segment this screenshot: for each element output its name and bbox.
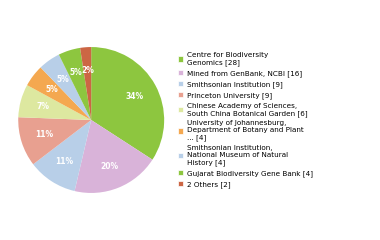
Text: 5%: 5% [70, 68, 82, 77]
Wedge shape [59, 48, 91, 120]
Wedge shape [80, 47, 91, 120]
Wedge shape [91, 47, 164, 160]
Text: 11%: 11% [55, 157, 73, 166]
Text: 5%: 5% [45, 85, 58, 94]
Wedge shape [74, 120, 152, 193]
Text: 7%: 7% [37, 102, 50, 111]
Wedge shape [27, 67, 91, 120]
Wedge shape [41, 55, 91, 120]
Wedge shape [18, 85, 91, 120]
Legend: Centre for Biodiversity
Genomics [28], Mined from GenBank, NCBI [16], Smithsonia: Centre for Biodiversity Genomics [28], M… [176, 51, 314, 189]
Text: 2%: 2% [81, 66, 94, 75]
Text: 34%: 34% [126, 92, 144, 101]
Wedge shape [33, 120, 91, 191]
Wedge shape [18, 117, 91, 164]
Text: 20%: 20% [101, 162, 119, 170]
Text: 11%: 11% [35, 131, 53, 139]
Text: 5%: 5% [56, 75, 69, 84]
